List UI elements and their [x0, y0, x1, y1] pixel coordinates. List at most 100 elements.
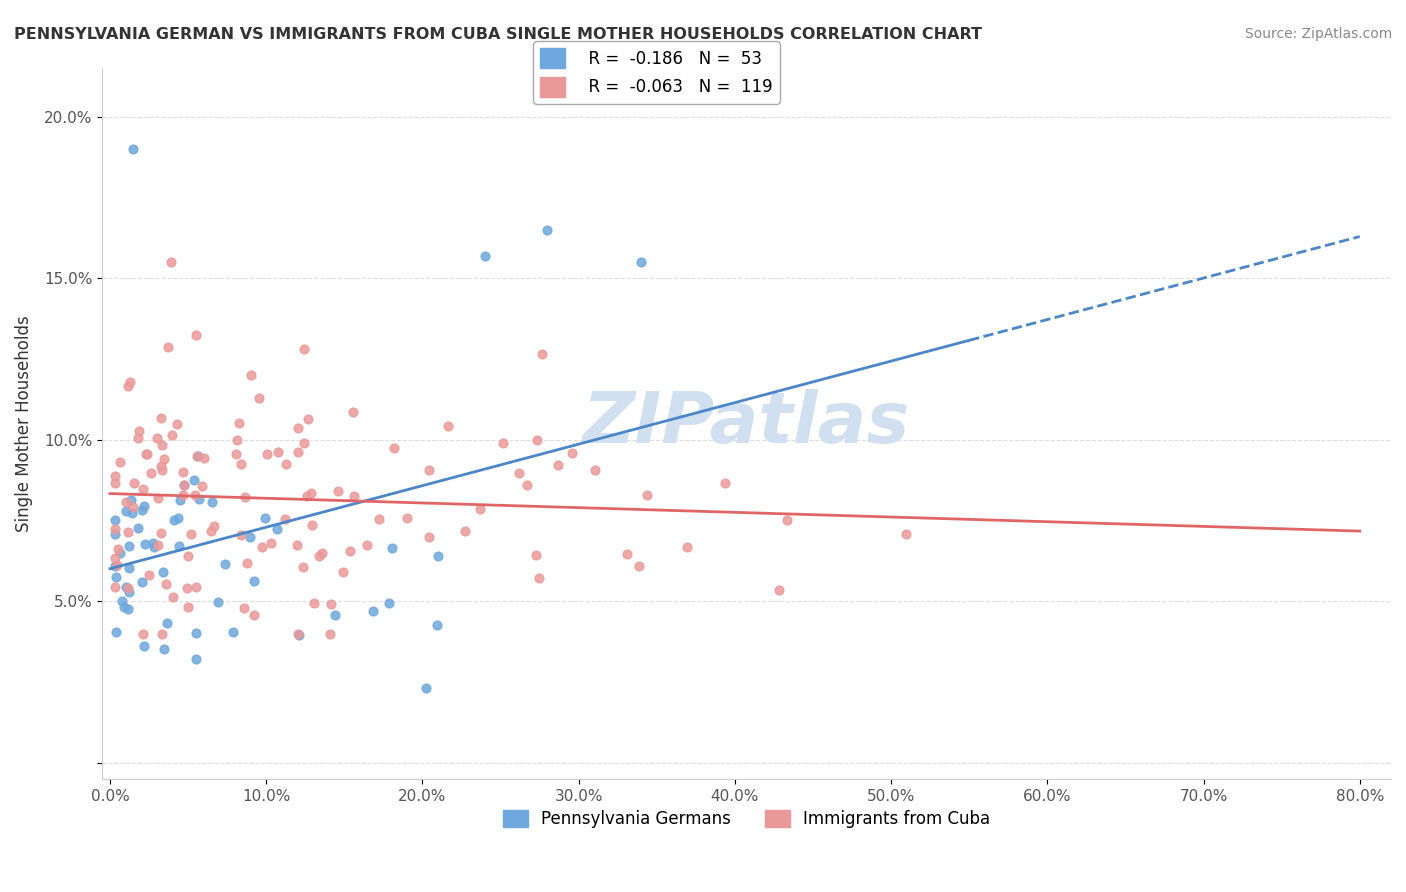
- Point: [356, 538, 378, 552]
- Point: [184, 580, 207, 594]
- Point: [120, 376, 142, 390]
- Point: [104, 522, 127, 536]
- Point: [308, 549, 330, 564]
- Point: [150, 438, 173, 452]
- Point: [150, 411, 173, 425]
- Point: [121, 506, 143, 520]
- Point: [547, 458, 569, 472]
- Point: [162, 590, 184, 604]
- Point: [207, 595, 229, 609]
- Point: [418, 530, 440, 544]
- Point: [287, 445, 309, 459]
- Point: [343, 489, 366, 503]
- Point: [107, 541, 129, 556]
- Point: [204, 519, 226, 533]
- Point: [127, 521, 149, 535]
- Point: [117, 524, 139, 539]
- Point: [243, 574, 266, 588]
- Point: [143, 541, 166, 555]
- Point: [146, 538, 169, 552]
- Point: [132, 626, 155, 640]
- Point: [768, 583, 790, 598]
- Point: [118, 539, 141, 553]
- Point: [131, 502, 153, 516]
- Point: [287, 421, 309, 435]
- Point: [228, 416, 250, 430]
- Point: [115, 495, 138, 509]
- Point: [104, 513, 127, 527]
- Point: [291, 560, 314, 574]
- Point: [186, 625, 208, 640]
- Point: [526, 433, 548, 447]
- Point: [160, 428, 183, 442]
- Point: [186, 449, 208, 463]
- Point: [377, 595, 399, 609]
- Point: [135, 447, 157, 461]
- Point: [287, 628, 309, 642]
- Point: [122, 476, 145, 491]
- Point: [156, 615, 179, 630]
- Point: [135, 446, 157, 460]
- Point: [319, 626, 342, 640]
- Point: [226, 433, 249, 447]
- Point: [531, 347, 554, 361]
- Point: [233, 600, 256, 615]
- Point: [104, 527, 127, 541]
- Point: [152, 626, 174, 640]
- Point: [243, 607, 266, 622]
- Point: [630, 255, 652, 269]
- Point: [156, 340, 179, 354]
- Point: [222, 624, 245, 639]
- Point: [117, 378, 139, 392]
- Point: [176, 581, 198, 595]
- Point: [131, 575, 153, 590]
- Point: [285, 538, 308, 552]
- Point: [524, 549, 547, 563]
- Point: [138, 568, 160, 582]
- Point: [508, 467, 530, 481]
- Point: [115, 580, 138, 594]
- Text: Source: ZipAtlas.com: Source: ZipAtlas.com: [1244, 27, 1392, 41]
- Point: [583, 463, 606, 477]
- Point: [121, 500, 143, 514]
- Text: PENNSYLVANIA GERMAN VS IMMIGRANTS FROM CUBA SINGLE MOTHER HOUSEHOLDS CORRELATION: PENNSYLVANIA GERMAN VS IMMIGRANTS FROM C…: [14, 27, 981, 42]
- Point: [184, 652, 207, 666]
- Point: [132, 639, 155, 653]
- Point: [176, 600, 198, 615]
- Point: [172, 465, 194, 479]
- Point: [636, 487, 658, 501]
- Point: [108, 454, 131, 468]
- Point: [193, 450, 215, 465]
- Point: [105, 558, 128, 572]
- Point: [236, 556, 259, 570]
- Point: [184, 488, 207, 502]
- Point: [266, 522, 288, 536]
- Point: [117, 581, 139, 595]
- Point: [155, 577, 177, 591]
- Point: [299, 486, 322, 500]
- Point: [894, 526, 917, 541]
- Point: [266, 445, 288, 459]
- Point: [153, 452, 176, 467]
- Point: [120, 492, 142, 507]
- Point: [233, 490, 256, 504]
- Point: [395, 510, 418, 524]
- Point: [256, 446, 278, 460]
- Point: [153, 641, 176, 656]
- Point: [536, 223, 558, 237]
- Point: [172, 488, 194, 502]
- Point: [676, 541, 699, 555]
- Point: [492, 436, 515, 450]
- Point: [187, 491, 209, 506]
- Point: [166, 511, 188, 525]
- Point: [326, 483, 349, 498]
- Point: [122, 142, 145, 156]
- Point: [229, 457, 252, 471]
- Point: [190, 479, 212, 493]
- Point: [214, 557, 236, 571]
- Point: [339, 544, 361, 558]
- Point: [177, 549, 200, 563]
- Point: [229, 528, 252, 542]
- Point: [311, 546, 333, 560]
- Point: [427, 549, 450, 563]
